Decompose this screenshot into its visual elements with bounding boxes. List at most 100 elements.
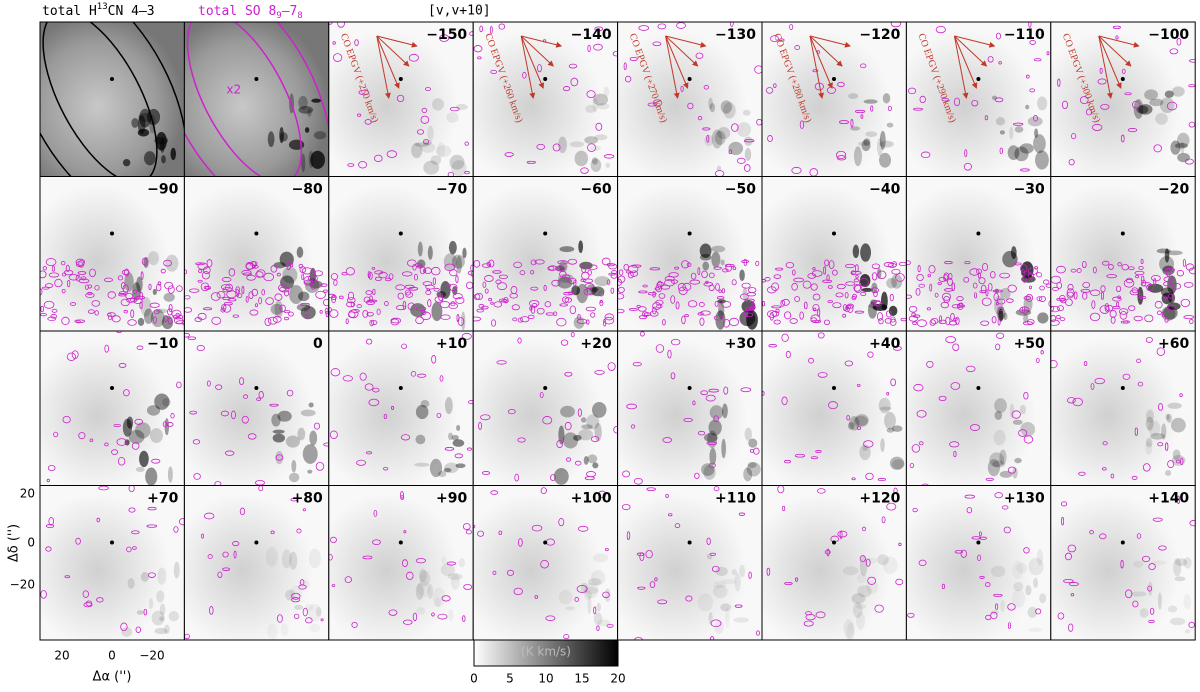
so-contour <box>276 272 281 277</box>
so-contour <box>197 312 207 321</box>
so-contour <box>1135 275 1140 279</box>
emission <box>140 297 152 317</box>
so-contour <box>1080 288 1091 293</box>
emission <box>1011 246 1017 260</box>
panel <box>328 176 474 331</box>
so-contour <box>368 271 373 280</box>
so-contour <box>61 316 70 326</box>
so-contour <box>697 267 701 276</box>
emission <box>1000 599 1005 613</box>
emission <box>853 415 869 428</box>
velocity-label: −70 <box>436 182 467 198</box>
so-contour <box>952 343 960 351</box>
emission <box>707 430 718 449</box>
outflow-arrow <box>521 35 563 48</box>
so-contour <box>1045 283 1051 288</box>
emission <box>272 433 286 443</box>
so-contour <box>867 576 877 585</box>
so-contour <box>987 56 994 63</box>
so-contour <box>517 337 522 344</box>
panel-bg <box>617 22 762 177</box>
so-contour <box>781 333 789 342</box>
center-dot <box>976 77 981 81</box>
so-contour <box>969 268 980 276</box>
so-contour <box>587 143 597 152</box>
so-contour <box>450 301 456 307</box>
emission <box>1014 146 1029 162</box>
so-contour <box>492 570 497 576</box>
so-contour <box>386 150 398 158</box>
so-contour <box>243 394 249 399</box>
panel <box>762 485 907 640</box>
so-contour <box>401 559 408 568</box>
so-contour <box>482 281 487 288</box>
so-contour <box>527 314 535 320</box>
so-contour <box>898 261 907 267</box>
so-contour <box>638 315 648 320</box>
so-contour <box>912 107 924 111</box>
so-contour <box>324 307 329 315</box>
center-dot <box>687 386 692 390</box>
so-contour <box>881 516 886 524</box>
so-contour <box>1141 555 1151 563</box>
so-contour <box>264 317 272 327</box>
center-dot <box>254 231 259 236</box>
panel <box>906 331 1051 486</box>
so-contour <box>836 155 847 161</box>
emission <box>863 99 878 104</box>
so-contour <box>846 415 850 421</box>
emission <box>420 400 430 408</box>
emission <box>889 456 905 470</box>
so-contour <box>654 287 661 291</box>
so-contour <box>1033 115 1038 122</box>
so-contour <box>490 69 497 75</box>
so-contour <box>206 259 213 268</box>
so-contour <box>573 279 577 287</box>
so-contour <box>580 167 589 174</box>
so-contour <box>302 508 306 512</box>
so-contour <box>755 260 760 267</box>
so-contour <box>839 120 849 125</box>
so-contour <box>599 299 603 303</box>
so-contour <box>202 266 211 275</box>
emission <box>723 102 736 119</box>
so-contour <box>606 623 614 628</box>
so-contour <box>775 308 780 313</box>
so-contour <box>700 390 709 396</box>
so-contour <box>622 470 631 478</box>
so-contour <box>42 266 47 271</box>
so-contour <box>320 618 324 622</box>
emission <box>297 427 306 441</box>
so-contour <box>645 550 653 559</box>
so-contour <box>945 336 957 344</box>
center-dot <box>254 77 259 81</box>
outflow-arrow <box>376 35 391 99</box>
so-contour <box>709 552 717 556</box>
emission <box>562 432 579 449</box>
so-contour <box>444 447 455 451</box>
velocity-label: −140 <box>571 27 612 43</box>
so-contour <box>716 296 725 300</box>
so-contour <box>463 583 473 590</box>
so-contour <box>853 278 860 283</box>
emission <box>849 416 860 431</box>
so-contour <box>689 279 701 285</box>
so-contour <box>304 314 309 320</box>
so-contour <box>581 264 587 273</box>
panel <box>40 22 185 177</box>
emission <box>596 602 601 612</box>
emission <box>739 310 756 327</box>
so-contour <box>222 287 233 293</box>
emission <box>1003 312 1008 321</box>
emission <box>1162 265 1175 276</box>
so-contour <box>1163 296 1167 300</box>
so-contour <box>1100 291 1104 300</box>
outflow-arrow <box>665 35 707 48</box>
emission <box>152 288 157 296</box>
so-contour <box>1148 563 1156 570</box>
emission <box>706 553 713 560</box>
so-contour <box>577 408 582 417</box>
emission <box>309 624 320 633</box>
emission <box>584 136 599 145</box>
so-contour <box>584 283 595 289</box>
